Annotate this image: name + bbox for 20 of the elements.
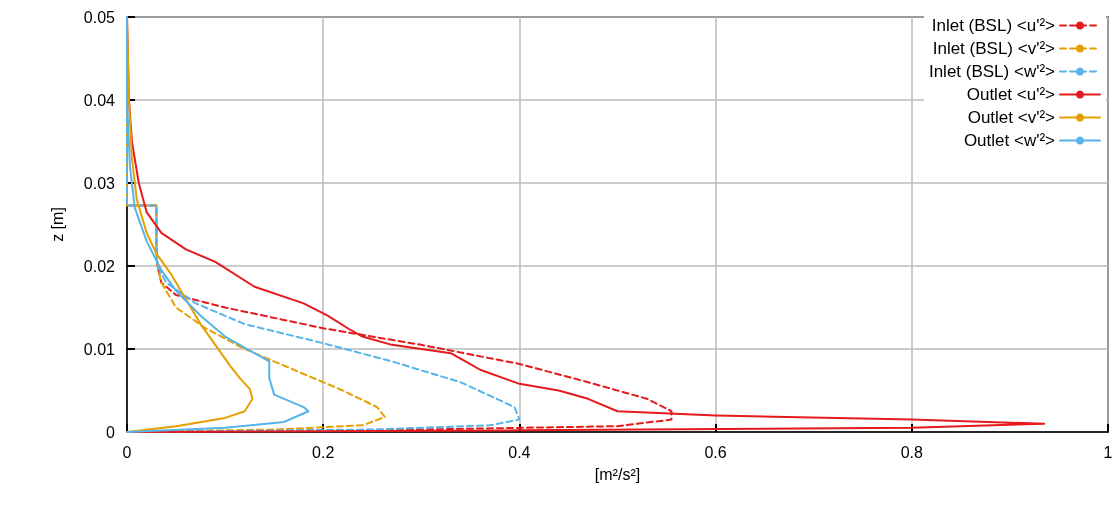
legend-label: Inlet (BSL) <u'²>: [931, 16, 1056, 35]
y-tick-label: 0.03: [83, 174, 116, 192]
y-tick-label: 0.02: [83, 257, 116, 275]
y-tick-label: 0.04: [83, 91, 116, 109]
y-tick-label: 0.01: [83, 340, 116, 358]
x-tick-label: 0: [122, 443, 132, 461]
legend-label: Inlet (BSL) <w'²>: [928, 62, 1056, 81]
x-tick-label: 0.8: [900, 443, 924, 461]
x-tick-label: 0.4: [508, 443, 531, 461]
x-axis-title: [m²/s²]: [594, 465, 641, 483]
x-tick-label: 0.2: [312, 443, 335, 461]
x-tick-label: 0.6: [704, 443, 727, 461]
legend-label: Inlet (BSL) <v'²>: [932, 39, 1056, 58]
y-tick-label: 0.05: [83, 8, 116, 26]
y-axis-title: z [m]: [48, 207, 66, 242]
legend-label: Outlet <w'²>: [963, 131, 1056, 150]
legend-label: Outlet <u'²>: [966, 85, 1056, 104]
legend-label: Outlet <v'²>: [967, 108, 1056, 127]
y-tick-label: 0: [106, 423, 116, 441]
x-tick-label: 1: [1103, 443, 1113, 461]
